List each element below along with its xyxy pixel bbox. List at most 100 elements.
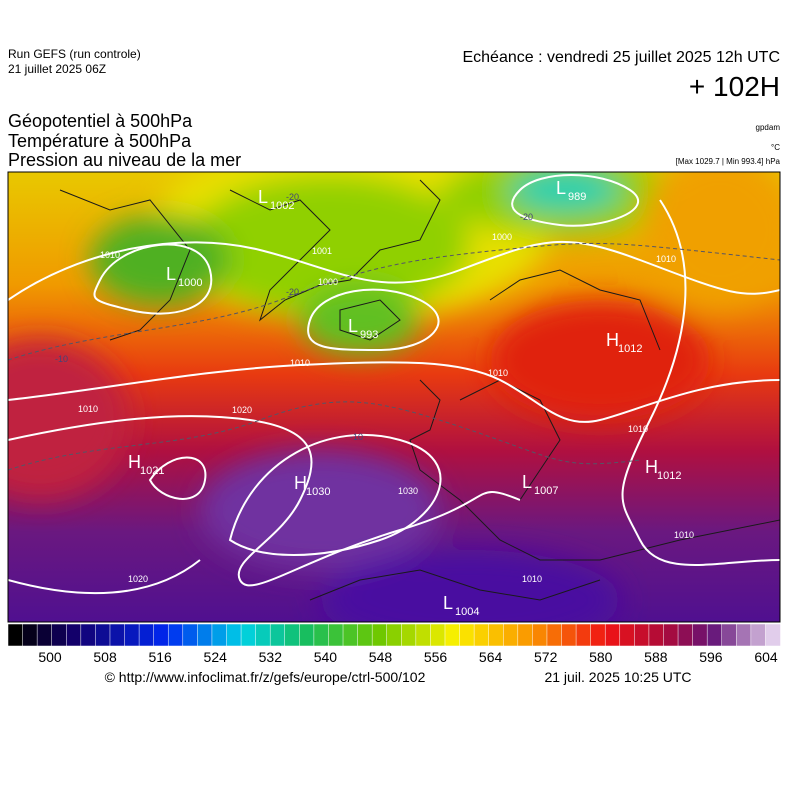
colorbar-swatch — [706, 623, 723, 647]
colorbar-swatch — [604, 623, 621, 647]
colorbar-swatch — [459, 623, 475, 647]
colorbar-swatch — [415, 623, 432, 647]
colorbar-swatch — [197, 623, 213, 647]
colorbar-swatch — [575, 623, 592, 647]
colorbar-swatch — [546, 623, 563, 647]
pressure-center-value: 1004 — [455, 606, 479, 618]
pressure-center-value: 1021 — [140, 465, 164, 477]
colorbar-swatch — [357, 623, 373, 647]
pressure-center-value: 1030 — [306, 486, 330, 498]
colorbar-swatch — [692, 623, 708, 647]
colorbar-swatch — [677, 623, 694, 647]
colorbar-swatch — [313, 623, 330, 647]
isobar-label: 1010 — [100, 250, 120, 260]
colorbar-swatch — [66, 623, 82, 647]
colorbar-label: 508 — [93, 649, 117, 665]
colorbar-swatch — [721, 623, 738, 647]
colorbar-label: 532 — [259, 649, 283, 665]
colorbar-swatch — [211, 623, 228, 647]
colorbar-label: 588 — [644, 649, 668, 665]
colorbar-swatch — [561, 623, 577, 647]
pressure-center-kind: L — [443, 593, 453, 613]
isobar-label: 1000 — [318, 277, 338, 287]
isobar-label: 1010 — [628, 424, 648, 434]
colorbar-swatch — [736, 623, 752, 647]
run-label: Run GEFS (run controle) — [8, 47, 141, 61]
colorbar-swatch — [328, 623, 344, 647]
colorbar-swatch — [488, 623, 504, 647]
colorbar-label: 548 — [369, 649, 393, 665]
colorbar-swatch — [7, 623, 24, 647]
colorbar-swatch — [255, 623, 271, 647]
isobar-label: 1010 — [674, 530, 694, 540]
pressure-center-kind: L — [258, 187, 268, 207]
unit-label: °C — [771, 143, 780, 152]
isotherm-label: -20 — [286, 287, 299, 297]
pressure-center-kind: H — [606, 330, 619, 350]
colorbar-swatch — [750, 623, 767, 647]
colorbar-label: 540 — [314, 649, 338, 665]
colorbar-swatch — [138, 623, 155, 647]
lead-time: + 102H — [689, 71, 780, 102]
colorbar-swatch — [342, 623, 359, 647]
colorbar-swatch — [619, 623, 636, 647]
generated-time: 21 juil. 2025 10:25 UTC — [544, 669, 691, 685]
colorbar-swatch — [430, 623, 446, 647]
pressure-center-value: 1012 — [618, 343, 642, 355]
colorbar-swatch — [517, 623, 534, 647]
title-line: Température à 500hPa — [8, 131, 192, 151]
pressure-center-value: 1000 — [178, 277, 202, 289]
colorbar-swatch — [36, 623, 53, 647]
colorbar-swatch — [663, 623, 679, 647]
colorbar-swatch — [299, 623, 315, 647]
source-credit: © http://www.infoclimat.fr/z/gefs/europe… — [105, 669, 426, 685]
isotherm-label: -20 — [520, 212, 533, 222]
colorbar-swatch — [648, 623, 665, 647]
pressure-center-kind: H — [294, 473, 307, 493]
run-date: 21 juillet 2025 06Z — [8, 62, 106, 76]
colorbar-swatch — [95, 623, 111, 647]
colorbar-swatch — [80, 623, 97, 647]
pressure-center-value: 1002 — [270, 200, 294, 212]
colorbar-swatch — [386, 623, 403, 647]
colorbar-label: 604 — [754, 649, 778, 665]
pressure-center-kind: H — [128, 452, 141, 472]
isobar-label: 1030 — [398, 486, 418, 496]
isobar-label: 1000 — [492, 232, 512, 242]
colorbar-swatch — [473, 623, 490, 647]
isobar-label: 1010 — [78, 404, 98, 414]
colorbar-label: 516 — [148, 649, 172, 665]
colorbar-swatch — [182, 623, 199, 647]
colorbar-label: 580 — [589, 649, 613, 665]
isotherm-label: -20 — [286, 192, 299, 202]
colorbar-swatch — [124, 623, 140, 647]
colorbar-swatch — [401, 623, 417, 647]
isobar-label: 1020 — [128, 574, 148, 584]
title-line: Géopotentiel à 500hPa — [8, 111, 193, 131]
colorbar-swatch — [153, 623, 169, 647]
colorbar-swatch — [269, 623, 286, 647]
colorbar-swatch — [284, 623, 301, 647]
title-line: Pression au niveau de la mer — [8, 150, 241, 170]
isobar-label: 1010 — [488, 368, 508, 378]
colorbar-swatch — [167, 623, 184, 647]
colorbar-label: 500 — [38, 649, 62, 665]
colorbar-label: 556 — [424, 649, 448, 665]
colorbar-swatch — [240, 623, 257, 647]
unit-label: gpdam — [756, 123, 781, 132]
coastlines — [59, 179, 780, 601]
colorbar: 500 508 516 524 532 540 548 556 564 572 580 588 596 6… — [7, 623, 781, 665]
isobar-label: 1010 — [656, 254, 676, 264]
pressure-center-value: 993 — [360, 329, 378, 341]
pressure-center-value: 1007 — [534, 485, 558, 497]
colorbar-swatch — [590, 623, 606, 647]
pressure-center-kind: H — [645, 457, 658, 477]
pressure-center-kind: L — [556, 178, 566, 198]
isobar-label: 1010 — [522, 574, 542, 584]
pressure-center-kind: L — [522, 472, 532, 492]
colorbar-swatch — [22, 623, 38, 647]
isobar-label: 1020 — [232, 405, 252, 415]
colorbar-swatch — [532, 623, 548, 647]
